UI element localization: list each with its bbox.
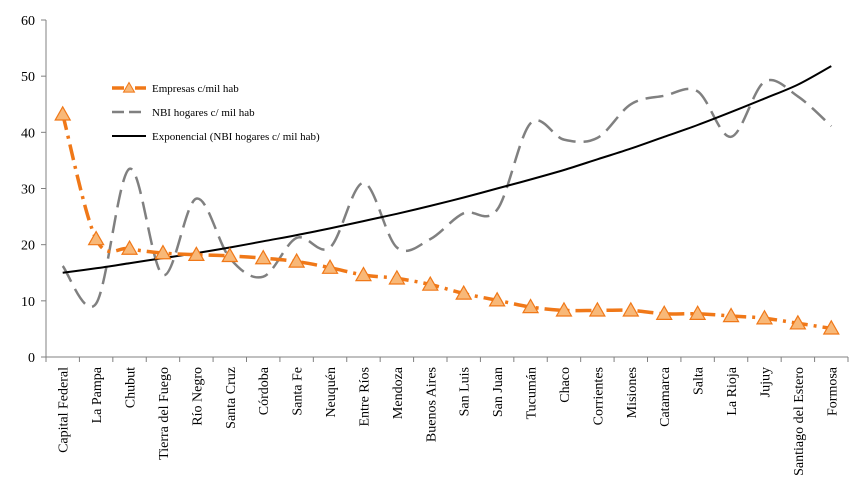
x-tick-label: Catamarca: [658, 366, 673, 427]
x-tick-label: Buenos Aires: [424, 367, 439, 442]
y-tick-label: 60: [21, 14, 35, 29]
x-tick-label: Corrientes: [591, 367, 606, 425]
x-tick-label: Entre Ríos: [357, 367, 372, 427]
y-tick-label: 40: [21, 126, 35, 141]
data-point-empresas: [789, 314, 807, 330]
y-tick-label: 0: [28, 351, 35, 366]
legend-label-exponencial: Exponencial (NBI hogares c/ mil hab): [152, 131, 320, 143]
data-point-empresas: [87, 230, 105, 246]
x-tick-label: San Juan: [491, 367, 506, 417]
data-point-empresas: [221, 247, 239, 263]
x-tick-label: La Rioja: [725, 366, 740, 415]
data-point-empresas: [655, 305, 673, 320]
series-line-nbi-hogares: [61, 78, 833, 309]
data-point-empresas: [722, 307, 740, 323]
x-tick-label: Salta: [692, 366, 707, 395]
data-point-empresas: [121, 239, 139, 255]
data-point-empresas: [254, 249, 272, 265]
series-line-empresas: [61, 113, 832, 331]
y-tick-label: 50: [21, 70, 35, 85]
x-tick-label: Córdoba: [257, 366, 272, 415]
data-point-empresas: [388, 269, 406, 285]
x-tick-label: Neuquén: [324, 367, 339, 418]
legend-label-nbi-hogares: NBI hogares c/ mil hab: [152, 107, 255, 119]
data-point-empresas: [822, 319, 840, 335]
x-tick-label: San Luis: [458, 367, 473, 416]
x-axis-ticks: Capital Federal La Pampa Chubut Tierra del …: [57, 366, 841, 476]
x-tick-label: La Pampa: [90, 366, 105, 423]
x-tick-label: Chubut: [124, 367, 139, 408]
x-tick-label: Santiago del Estero: [792, 367, 807, 476]
data-point-empresas: [54, 105, 72, 121]
x-tick-label: Chaco: [558, 367, 573, 403]
data-point-empresas: [421, 275, 439, 291]
data-point-empresas: [588, 301, 606, 317]
legend-label-empresas: Empresas c/mil hab: [152, 83, 239, 95]
x-tick-label: Jujuy: [758, 367, 773, 397]
data-point-empresas: [488, 291, 506, 307]
data-point-empresas: [187, 246, 205, 262]
x-tick-label: Capital Federal: [57, 367, 72, 453]
x-tick-label: Mendoza: [391, 366, 406, 419]
legend-marker-empresas: [122, 81, 136, 93]
x-tick-label: Tucumán: [525, 367, 540, 419]
data-point-empresas: [622, 301, 640, 317]
axes: [41, 19, 849, 362]
legend: Empresas c/mil hab NBI hogares c/ mil hab…: [112, 81, 320, 143]
data-point-empresas: [455, 284, 473, 300]
data-point-empresas: [689, 305, 707, 320]
x-tick-label: Misiones: [625, 367, 640, 418]
data-point-empresas: [154, 244, 172, 260]
y-tick-label: 10: [21, 295, 35, 310]
x-tick-label: Río Negro: [190, 367, 205, 426]
data-point-empresas: [288, 252, 306, 268]
data-point-empresas: [522, 298, 540, 314]
y-tick-label: 30: [21, 183, 35, 198]
x-tick-label: Santa Fe: [291, 367, 306, 416]
y-tick-label: 20: [21, 239, 35, 254]
x-tick-label: Santa Cruz: [224, 367, 239, 429]
x-tick-label: Tierra del Fuego: [157, 367, 172, 460]
data-point-empresas: [321, 258, 339, 274]
data-point-empresas: [354, 266, 372, 282]
y-axis-ticks: 0 10 20 30 40 50 60: [21, 14, 35, 366]
x-tick-label: Formosa: [825, 366, 840, 416]
data-point-empresas: [555, 301, 573, 317]
plot-area: [54, 65, 840, 335]
data-point-empresas: [755, 309, 773, 325]
